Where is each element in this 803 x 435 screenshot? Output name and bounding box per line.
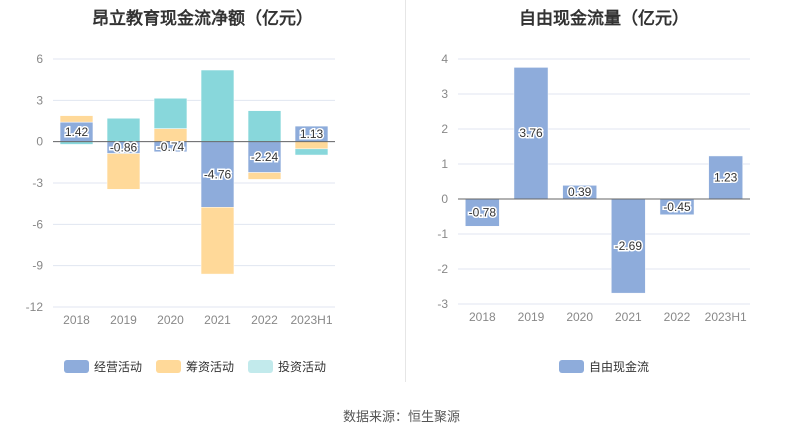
legend-fcf[interactable]: 自由现金流 bbox=[559, 358, 649, 375]
y-tick-label: 1 bbox=[441, 157, 448, 171]
bar-筹资活动 bbox=[247, 172, 282, 180]
y-tick-label: -3 bbox=[32, 176, 43, 190]
x-tick-label: 2018 bbox=[469, 310, 496, 324]
data-label: -0.45 bbox=[663, 200, 691, 214]
x-tick-label: 2020 bbox=[157, 313, 184, 327]
data-label: -0.78 bbox=[469, 206, 497, 220]
x-tick-label: 2022 bbox=[251, 313, 278, 327]
bar-筹资活动 bbox=[294, 141, 329, 150]
legend-label: 自由现金流 bbox=[589, 360, 650, 374]
x-tick-label: 2023H1 bbox=[290, 313, 332, 327]
legend-investing[interactable]: 投资活动 bbox=[248, 358, 326, 375]
legend-financing[interactable]: 筹资活动 bbox=[156, 358, 234, 375]
data-label: -2.24 bbox=[251, 150, 279, 164]
y-tick-label: -6 bbox=[32, 217, 43, 231]
y-tick-label: 0 bbox=[36, 135, 43, 149]
bar-投资活动 bbox=[200, 69, 235, 142]
data-label: 1.13 bbox=[300, 127, 324, 141]
x-tick-label: 2019 bbox=[110, 313, 137, 327]
y-tick-label: -2 bbox=[437, 262, 448, 276]
x-tick-label: 2018 bbox=[63, 313, 90, 327]
y-tick-label: -3 bbox=[437, 297, 448, 311]
x-tick-label: 2020 bbox=[566, 310, 593, 324]
bar-投资活动 bbox=[106, 117, 141, 142]
left-chart-title: 昂立教育现金流净额（亿元） bbox=[92, 9, 313, 28]
bar-筹资活动 bbox=[59, 115, 94, 123]
data-label: -0.74 bbox=[157, 140, 185, 154]
y-tick-label: -12 bbox=[26, 300, 44, 314]
bar-筹资活动 bbox=[200, 206, 235, 275]
legend-swatch bbox=[248, 360, 274, 373]
bar-自由现金流 bbox=[513, 67, 549, 200]
x-tick-label: 2023H1 bbox=[705, 310, 747, 324]
y-tick-label: 4 bbox=[441, 52, 448, 66]
bar-筹资活动 bbox=[106, 153, 141, 190]
divider bbox=[405, 0, 406, 382]
legend-operating[interactable]: 经营活动 bbox=[64, 358, 142, 375]
y-tick-label: 3 bbox=[441, 87, 448, 101]
data-label: -0.86 bbox=[110, 141, 138, 155]
bar-投资活动 bbox=[247, 110, 282, 142]
bar-经营活动 bbox=[200, 141, 235, 208]
y-tick-label: 0 bbox=[441, 192, 448, 206]
bar-投资活动 bbox=[294, 148, 329, 156]
x-tick-label: 2021 bbox=[204, 313, 231, 327]
data-label: 1.42 bbox=[65, 125, 89, 139]
legend-swatch bbox=[64, 360, 89, 373]
bar-自由现金流 bbox=[465, 198, 500, 227]
x-tick-label: 2022 bbox=[664, 310, 691, 324]
x-tick-label: 2019 bbox=[518, 310, 545, 324]
bar-自由现金流 bbox=[708, 155, 743, 200]
legend-label: 经营活动 bbox=[94, 360, 143, 374]
right-chart-title: 自由现金流量（亿元） bbox=[519, 9, 689, 28]
bar-自由现金流 bbox=[611, 198, 646, 294]
x-tick-label: 2021 bbox=[615, 310, 642, 324]
y-tick-label: 6 bbox=[36, 52, 43, 66]
y-tick-label: 3 bbox=[36, 93, 43, 107]
right-legend: 自由现金流 bbox=[559, 358, 649, 375]
legend-swatch bbox=[559, 360, 584, 373]
bar-投资活动 bbox=[153, 98, 188, 129]
data-label: 1.23 bbox=[714, 170, 738, 184]
data-label: -2.69 bbox=[615, 239, 643, 253]
legend-swatch bbox=[156, 360, 182, 373]
data-label: 0.39 bbox=[568, 185, 592, 199]
data-source: 数据来源：恒生聚源 bbox=[342, 409, 460, 424]
legend-label: 投资活动 bbox=[278, 360, 327, 374]
y-tick-label: -9 bbox=[32, 259, 43, 273]
data-label: -4.76 bbox=[204, 167, 232, 181]
y-tick-label: 2 bbox=[441, 122, 448, 136]
left-legend: 经营活动 筹资活动 投资活动 bbox=[64, 358, 326, 375]
legend-label: 筹资活动 bbox=[186, 360, 235, 374]
y-tick-label: -1 bbox=[437, 227, 448, 241]
data-label: 3.76 bbox=[519, 126, 543, 140]
